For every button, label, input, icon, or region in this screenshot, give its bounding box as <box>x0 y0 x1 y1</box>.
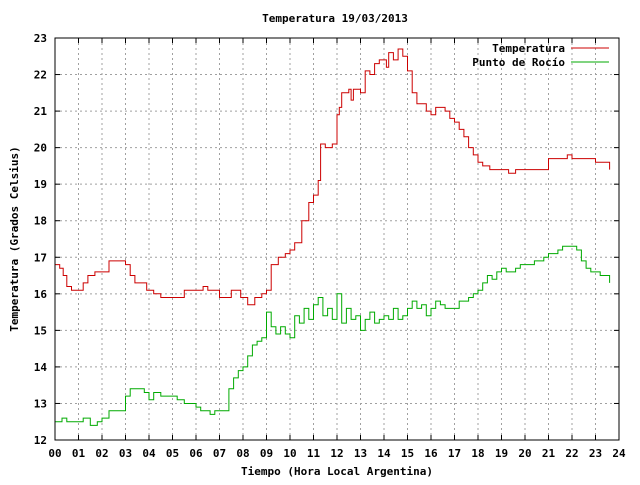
x-tick-label: 22 <box>565 447 578 460</box>
y-tick-label: 21 <box>34 105 48 118</box>
x-tick-label: 10 <box>283 447 296 460</box>
y-tick-label: 20 <box>34 142 47 155</box>
series-line-1 <box>55 245 611 426</box>
x-tick-label: 04 <box>142 447 156 460</box>
x-tick-label: 05 <box>166 447 179 460</box>
x-axis-ticks: 00 01 02 03 04 05 06 07 08 09 10 11 12 13 14 15 16 17 18 19… <box>48 38 626 460</box>
x-tick-label: 17 <box>448 447 461 460</box>
y-axis-ticks: 12 13 14 15 16 17 18 19 20 21 22 23 <box>34 32 619 447</box>
x-tick-label: 00 <box>48 447 61 460</box>
x-tick-label: 24 <box>612 447 626 460</box>
y-tick-label: 22 <box>34 69 47 82</box>
x-tick-label: 21 <box>542 447 556 460</box>
x-tick-label: 19 <box>495 447 508 460</box>
legend-label: Punto de Rocío <box>472 56 565 69</box>
x-tick-label: 15 <box>401 447 414 460</box>
y-tick-label: 13 <box>34 397 47 410</box>
grid-lines <box>55 38 619 440</box>
y-tick-label: 12 <box>34 434 47 447</box>
y-tick-label: 19 <box>34 178 47 191</box>
x-tick-label: 11 <box>307 447 321 460</box>
x-tick-label: 14 <box>377 447 391 460</box>
x-tick-label: 13 <box>354 447 367 460</box>
chart-title: Temperatura 19/03/2013 <box>262 12 408 25</box>
x-tick-label: 16 <box>424 447 438 460</box>
plot-frame <box>54 37 620 441</box>
x-tick-label: 06 <box>189 447 203 460</box>
x-tick-label: 07 <box>213 447 226 460</box>
y-tick-label: 15 <box>34 324 47 337</box>
series-layer <box>55 48 611 426</box>
x-tick-label: 02 <box>95 447 108 460</box>
x-tick-label: 23 <box>589 447 602 460</box>
x-axis-label: Tiempo (Hora Local Argentina) <box>241 465 433 478</box>
legend-label: Temperatura <box>492 42 565 55</box>
x-tick-label: 18 <box>471 447 484 460</box>
x-tick-label: 20 <box>518 447 531 460</box>
x-tick-label: 08 <box>236 447 249 460</box>
y-tick-label: 16 <box>34 288 48 301</box>
y-tick-label: 17 <box>34 251 47 264</box>
y-tick-label: 18 <box>34 215 47 228</box>
x-tick-label: 03 <box>119 447 132 460</box>
y-axis-label: Temperatura (Grados Celsius) <box>8 146 21 331</box>
y-tick-label: 23 <box>34 32 47 45</box>
x-tick-label: 09 <box>260 447 273 460</box>
series-line-0 <box>55 48 611 306</box>
x-tick-label: 01 <box>72 447 86 460</box>
y-tick-label: 14 <box>34 361 48 374</box>
x-tick-label: 12 <box>330 447 343 460</box>
